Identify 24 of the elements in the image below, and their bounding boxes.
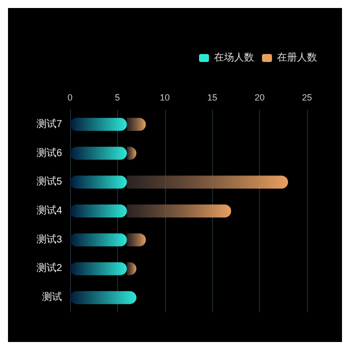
bar <box>70 176 127 189</box>
x-tick-label: 25 <box>302 92 312 102</box>
bar <box>70 204 127 218</box>
bar <box>126 204 232 218</box>
y-tick-label: 测试 <box>42 291 62 304</box>
y-tick-label: 测试4 <box>36 204 62 216</box>
bar <box>70 146 127 160</box>
bar <box>70 233 127 246</box>
y-tick-label: 测试6 <box>36 146 62 159</box>
x-tick-label: 20 <box>254 92 265 102</box>
y-tick-label: 测试2 <box>36 262 62 274</box>
x-tick-label: 0 <box>67 92 73 102</box>
legend-label: 在册人数 <box>277 52 317 64</box>
bar <box>70 291 136 304</box>
y-tick-label: 测试3 <box>36 233 62 246</box>
legend-label: 在场人数 <box>214 52 254 64</box>
bar <box>126 176 288 189</box>
y-tick-label: 测试5 <box>36 176 62 188</box>
y-tick-label: 测试7 <box>36 118 62 130</box>
x-tick-label: 15 <box>207 92 218 102</box>
bar <box>70 262 127 276</box>
bar <box>70 118 127 131</box>
x-tick-label: 5 <box>114 92 120 102</box>
x-tick-label: 10 <box>160 92 170 102</box>
